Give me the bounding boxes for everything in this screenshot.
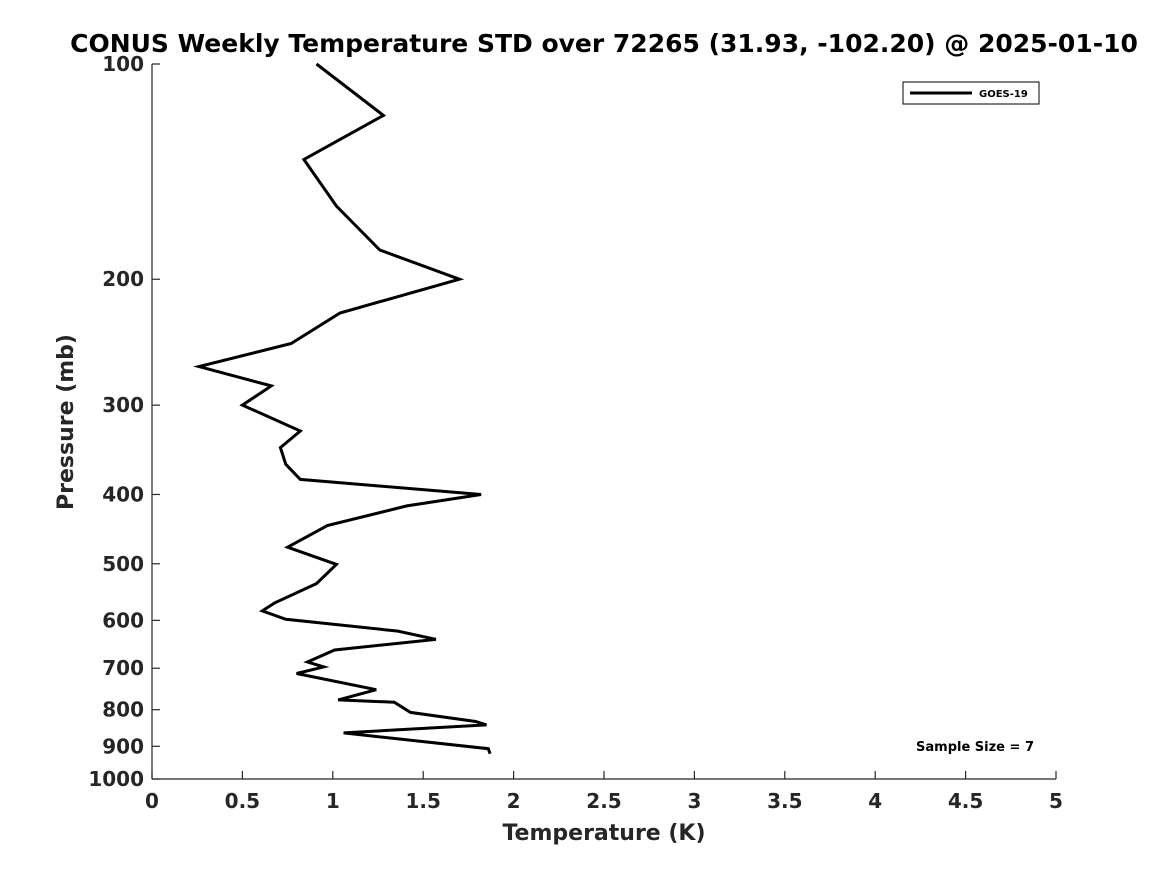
y-tick-label: 1000	[88, 767, 144, 791]
x-tick-label: 0.5	[225, 789, 260, 813]
x-tick-label: 1	[326, 789, 340, 813]
series-line-goes-19	[193, 62, 492, 755]
x-tick-label: 2.5	[586, 789, 621, 813]
x-tick-label: 0	[145, 789, 159, 813]
y-tick-label: 200	[102, 267, 144, 291]
y-tick-label: 400	[102, 482, 144, 506]
x-axis-label: Temperature (K)	[502, 821, 705, 846]
sample-size-annotation: Sample Size = 7	[916, 740, 1034, 755]
y-tick-label: 500	[102, 552, 144, 576]
y-tick-label: 100	[102, 52, 144, 76]
x-tick-label: 3	[687, 789, 701, 813]
x-ticks: 0 0.5 1 1.5 2 2.5 3 3.5 4 4.5 5	[145, 771, 1063, 813]
x-tick-label: 1.5	[405, 789, 440, 813]
y-tick-label: 800	[102, 698, 144, 722]
x-tick-label: 4.5	[948, 789, 983, 813]
y-tick-label: 300	[102, 393, 144, 417]
legend: GOES-19	[902, 81, 1040, 105]
chart-title: CONUS Weekly Temperature STD over 72265 …	[70, 29, 1138, 58]
y-tick-label: 700	[102, 656, 144, 680]
x-tick-label: 5	[1049, 789, 1063, 813]
y-tick-label: 600	[102, 608, 144, 632]
x-tick-label: 4	[868, 789, 882, 813]
y-axis-label: Pressure (mb)	[54, 334, 79, 510]
y-ticks: 100 200 300 400 500 600 700 800 900 1000	[88, 52, 160, 791]
legend-label-goes-19: GOES-19	[979, 89, 1028, 100]
y-tick-label: 900	[102, 734, 144, 758]
x-tick-label: 3.5	[767, 789, 802, 813]
plot-axes	[151, 64, 1056, 780]
x-tick-label: 2	[507, 789, 521, 813]
